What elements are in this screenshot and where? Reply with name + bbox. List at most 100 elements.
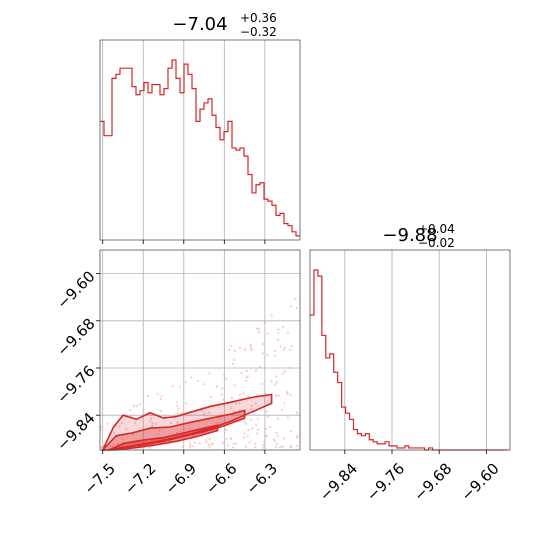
scatter-point (100, 425, 103, 428)
marginal-histogram-param-2: −9.84 −9.76 −9.68 −9.60 −9.88 +0.04 −0.02 (309, 222, 511, 505)
scatter-point (261, 383, 264, 386)
scatter-point (221, 387, 224, 390)
scatter-point (238, 346, 241, 349)
scatter-point (250, 404, 253, 407)
scatter-point (211, 442, 214, 445)
scatter-point (277, 328, 280, 331)
scatter-point (266, 415, 269, 418)
scatter-point (289, 445, 292, 448)
scatter-point (261, 343, 264, 346)
scatter-point (265, 410, 268, 413)
tick-label-joint-y-3: −9.60 (53, 267, 98, 312)
scatter-point (208, 446, 211, 449)
scatter-point (264, 435, 268, 438)
scatter-point (273, 440, 276, 443)
scatter-point (281, 409, 284, 412)
scatter-point (250, 407, 253, 410)
scatter-point (289, 305, 292, 308)
scatter-point (215, 385, 218, 388)
scatter-point (282, 325, 285, 328)
scatter-point (158, 430, 161, 433)
scatter-point (164, 415, 167, 418)
scatter-point (242, 392, 245, 395)
scatter-point (188, 441, 191, 444)
scatter-point (203, 412, 206, 415)
scatter-point (208, 437, 211, 441)
tick-label-joint-x-4: −6.3 (243, 460, 281, 498)
scatter-point (242, 436, 246, 439)
scatter-point (178, 385, 181, 388)
scatter-point (121, 438, 124, 441)
scatter-point (286, 392, 289, 395)
scatter-point (232, 446, 235, 449)
scatter-point (277, 338, 280, 341)
scatter-point (193, 441, 197, 444)
scatter-point (261, 352, 265, 355)
scatter-point (148, 446, 151, 449)
scatter-point (189, 444, 192, 447)
scatter-point (279, 345, 282, 348)
scatter-point (202, 383, 205, 386)
scatter-point (265, 427, 268, 430)
scatter-point (264, 392, 267, 395)
scatter-point (277, 394, 280, 397)
scatter-point (205, 441, 208, 444)
scatter-point (286, 331, 290, 334)
scatter-point (208, 411, 211, 414)
scatter-samples (98, 297, 299, 449)
scatter-point (149, 413, 153, 417)
scatter-point (276, 443, 279, 446)
scatter-point (275, 381, 278, 384)
scatter-point (120, 422, 124, 425)
scatter-point (250, 347, 253, 350)
scatter-point (266, 332, 269, 335)
scatter-point (109, 445, 113, 448)
scatter-point (159, 398, 162, 401)
scatter-point (283, 437, 286, 440)
scatter-point (208, 372, 211, 375)
scatter-point (289, 393, 292, 396)
title-param-2-plus: +0.04 (418, 222, 455, 236)
scatter-point (263, 440, 266, 443)
contour-fill-outer (102, 394, 272, 450)
scatter-point (226, 444, 229, 447)
tick-label-joint-x-2: −6.9 (162, 460, 200, 498)
scatter-point (222, 398, 225, 401)
scatter-point (229, 344, 232, 347)
scatter-point (169, 422, 172, 425)
scatter-point (154, 422, 157, 425)
scatter-point (125, 428, 128, 431)
scatter-point (289, 429, 292, 433)
scatter-point (286, 390, 289, 394)
scatter-point (230, 396, 233, 399)
scatter-point (254, 402, 257, 405)
scatter-point (288, 366, 291, 369)
axes-frame-right (309, 249, 511, 451)
title-param-2: −9.88 (382, 225, 437, 246)
scatter-point (245, 376, 248, 379)
marginal-histogram-param-1: −7.04 +0.36 −0.32 (99, 11, 301, 244)
scatter-point (182, 428, 186, 431)
scatter-point (131, 433, 134, 436)
scatter-point (210, 443, 213, 446)
density-contours (100, 393, 273, 451)
scatter-point (156, 433, 159, 436)
scatter-point (146, 394, 149, 397)
tick-label-right-3: −9.60 (457, 460, 502, 505)
scatter-point (233, 384, 236, 387)
tick-label-right-0: −9.84 (316, 460, 361, 505)
scatter-point (225, 437, 228, 440)
scatter-point (255, 424, 258, 427)
scatter-point (254, 369, 258, 372)
scatter-point (221, 441, 225, 445)
scatter-point (233, 358, 236, 361)
scatter-point (135, 405, 138, 408)
scatter-point (278, 446, 281, 449)
scatter-point (190, 376, 193, 379)
scatter-point (295, 444, 299, 447)
tick-label-joint-x-1: −7.2 (121, 460, 159, 498)
scatter-point (189, 446, 192, 449)
title-param-1-minus: −0.32 (240, 25, 277, 39)
scatter-point (289, 348, 292, 351)
scatter-point (181, 445, 184, 448)
